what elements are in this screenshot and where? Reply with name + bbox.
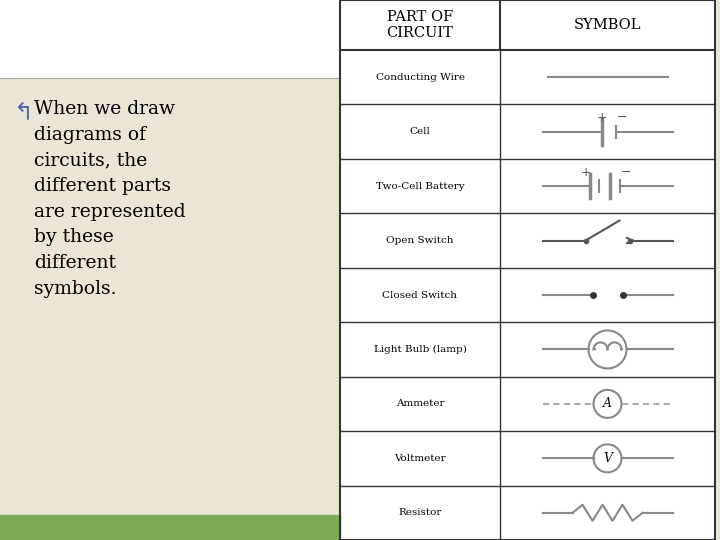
Text: +: + xyxy=(580,166,591,179)
Text: Ammeter: Ammeter xyxy=(396,400,444,408)
Text: PART OF
CIRCUIT: PART OF CIRCUIT xyxy=(387,10,454,40)
Bar xyxy=(340,0,715,540)
Bar xyxy=(0,0,340,78)
Text: Voltmeter: Voltmeter xyxy=(394,454,446,463)
Text: Conducting Wire: Conducting Wire xyxy=(376,73,464,82)
Text: A: A xyxy=(603,397,612,410)
Text: −: − xyxy=(620,166,631,179)
Text: Light Bulb (lamp): Light Bulb (lamp) xyxy=(374,345,467,354)
Text: Closed Switch: Closed Switch xyxy=(382,291,457,300)
Text: V: V xyxy=(603,452,612,465)
Text: Cell: Cell xyxy=(410,127,431,136)
Bar xyxy=(0,78,340,540)
Text: +: + xyxy=(596,111,607,124)
Text: Two-Cell Battery: Two-Cell Battery xyxy=(376,181,464,191)
Text: −: − xyxy=(616,111,626,124)
Bar xyxy=(0,515,340,540)
Text: ↰: ↰ xyxy=(14,100,34,124)
Text: Resistor: Resistor xyxy=(398,508,441,517)
Text: Open Switch: Open Switch xyxy=(386,236,454,245)
Bar xyxy=(340,0,715,540)
Text: SYMBOL: SYMBOL xyxy=(574,18,642,32)
Text: When we draw
diagrams of
circuits, the
different parts
are represented
by these
: When we draw diagrams of circuits, the d… xyxy=(34,100,186,298)
